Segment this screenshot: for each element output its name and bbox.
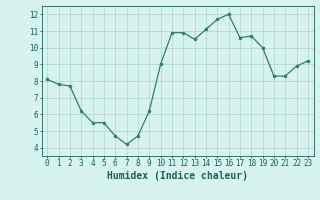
X-axis label: Humidex (Indice chaleur): Humidex (Indice chaleur) <box>107 171 248 181</box>
